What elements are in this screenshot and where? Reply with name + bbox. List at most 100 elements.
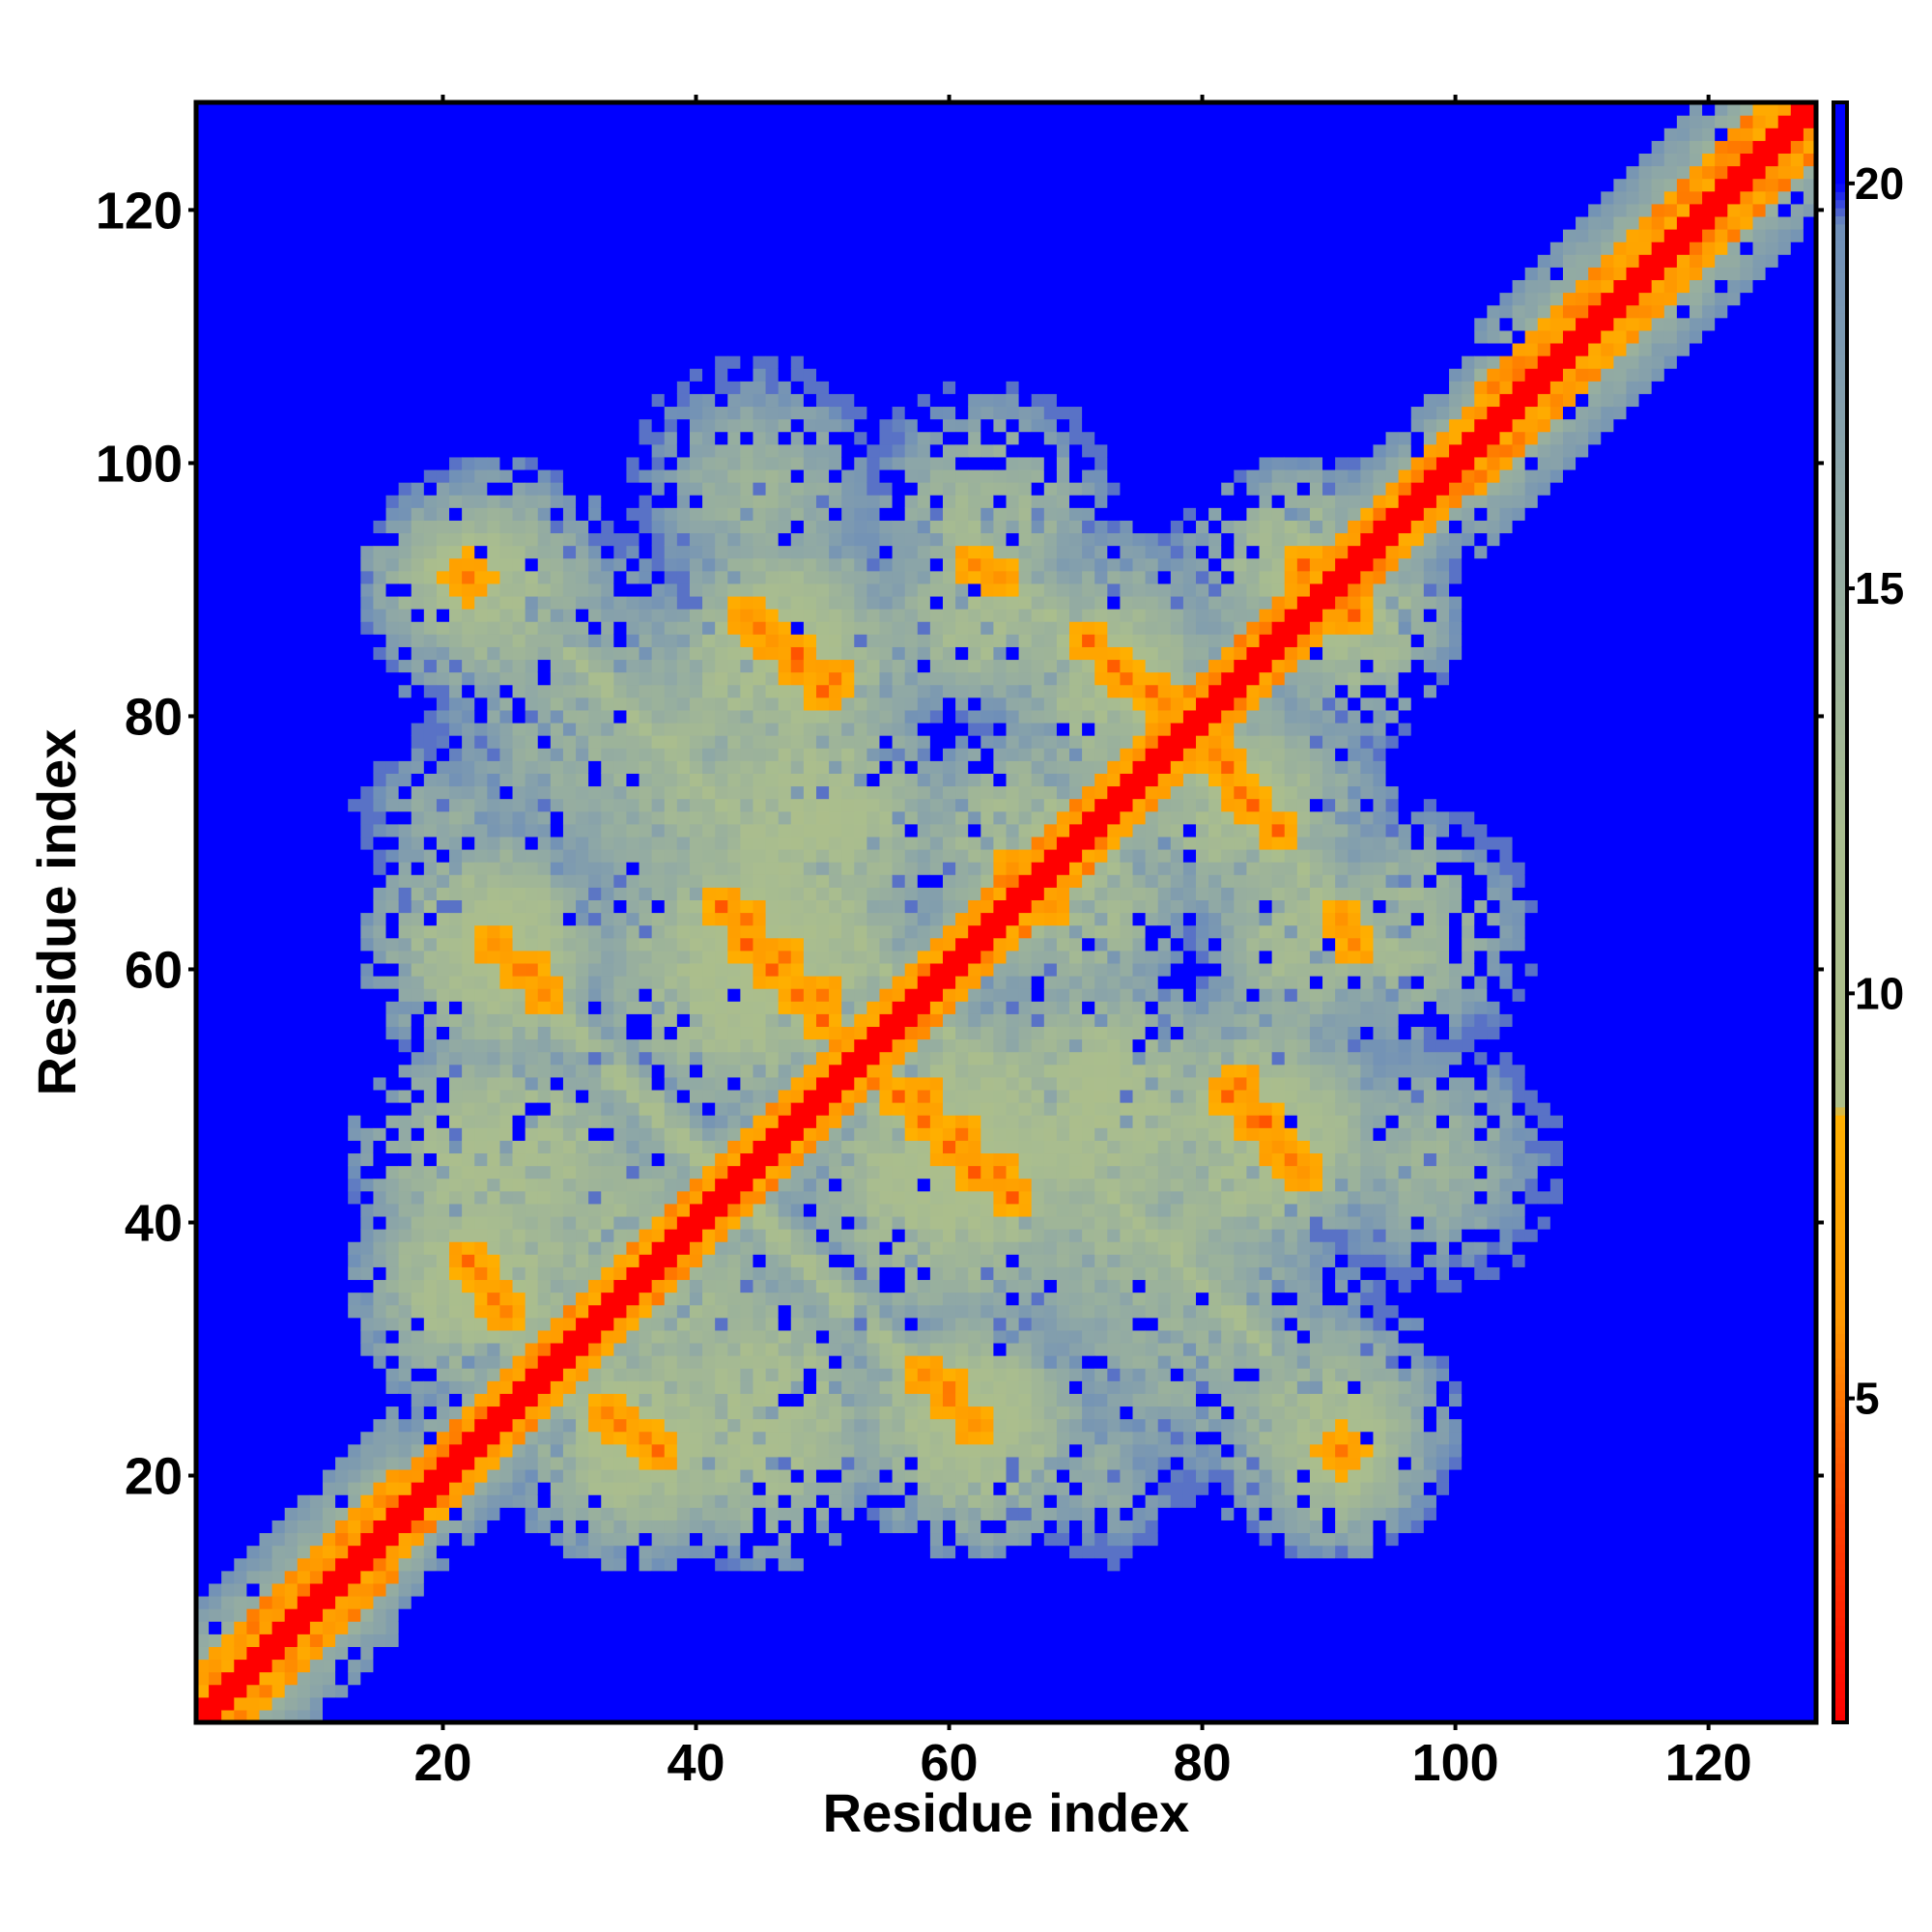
heatmap-cell bbox=[285, 457, 298, 470]
heatmap-cell bbox=[626, 546, 639, 559]
heatmap-cell bbox=[526, 318, 539, 331]
heatmap-cell bbox=[373, 1482, 386, 1495]
heatmap-cell bbox=[563, 520, 577, 533]
heatmap-cell bbox=[272, 1179, 286, 1192]
heatmap-cell bbox=[246, 1179, 260, 1192]
heatmap-cell bbox=[601, 381, 614, 394]
heatmap-cell bbox=[526, 634, 539, 647]
heatmap-cell bbox=[652, 697, 666, 711]
heatmap-cell bbox=[323, 1065, 336, 1078]
heatmap-cell bbox=[272, 381, 286, 394]
heatmap-cell bbox=[348, 520, 361, 533]
heatmap-cell bbox=[652, 1279, 666, 1293]
heatmap-cell bbox=[221, 925, 235, 939]
heatmap-cell bbox=[272, 1685, 286, 1698]
heatmap-cell bbox=[639, 925, 653, 939]
heatmap-cell bbox=[462, 1052, 475, 1065]
heatmap-cell bbox=[386, 1532, 400, 1546]
heatmap-cell bbox=[298, 457, 311, 470]
heatmap-cell bbox=[601, 1406, 614, 1419]
heatmap-cell bbox=[424, 1266, 438, 1280]
heatmap-cell bbox=[310, 773, 324, 786]
heatmap-cell bbox=[613, 1330, 627, 1344]
heatmap-cell bbox=[499, 1546, 513, 1559]
heatmap-cell bbox=[424, 1077, 438, 1091]
heatmap-cell bbox=[209, 1380, 222, 1394]
heatmap-cell bbox=[538, 546, 552, 559]
heatmap-cell bbox=[399, 583, 412, 597]
heatmap-cell bbox=[677, 710, 691, 724]
heatmap-cell bbox=[588, 1355, 602, 1369]
heatmap-cell bbox=[588, 685, 602, 698]
heatmap-cell bbox=[260, 1204, 273, 1217]
heatmap-cell bbox=[551, 1330, 564, 1344]
heatmap-cell bbox=[234, 760, 247, 774]
heatmap-cell bbox=[360, 128, 374, 141]
heatmap-cell bbox=[639, 267, 653, 280]
heatmap-cell bbox=[665, 469, 678, 483]
heatmap-cell bbox=[272, 938, 286, 952]
heatmap-cell bbox=[665, 216, 678, 230]
heatmap-cell bbox=[499, 899, 513, 913]
heatmap-cell bbox=[639, 1697, 653, 1711]
heatmap-cell bbox=[462, 685, 475, 698]
heatmap-cell bbox=[437, 1520, 450, 1533]
heatmap-cell bbox=[272, 874, 286, 888]
heatmap-cell bbox=[576, 293, 589, 306]
heatmap-cell bbox=[487, 685, 500, 698]
heatmap-cell bbox=[462, 457, 475, 470]
heatmap-cell bbox=[538, 1305, 552, 1319]
heatmap-cell bbox=[437, 115, 450, 128]
heatmap-cell bbox=[639, 887, 653, 900]
heatmap-cell bbox=[551, 913, 564, 926]
heatmap-cell bbox=[551, 723, 564, 736]
heatmap-cell bbox=[449, 368, 463, 382]
heatmap-cell bbox=[399, 204, 412, 217]
heatmap-cell bbox=[437, 279, 450, 293]
heatmap-cell bbox=[563, 1697, 577, 1711]
heatmap-cell bbox=[576, 1254, 589, 1267]
heatmap-cell bbox=[246, 355, 260, 369]
heatmap-cell bbox=[310, 938, 324, 952]
heatmap-cell bbox=[551, 432, 564, 445]
heatmap-cell bbox=[551, 1318, 564, 1331]
heatmap-cell bbox=[588, 393, 602, 407]
heatmap-cell bbox=[613, 406, 627, 419]
heatmap-cell bbox=[487, 849, 500, 863]
heatmap-cell bbox=[601, 1672, 614, 1686]
heatmap-cell bbox=[298, 1001, 311, 1014]
heatmap-cell bbox=[462, 672, 475, 686]
heatmap-cell bbox=[613, 267, 627, 280]
heatmap-cell bbox=[487, 393, 500, 407]
heatmap-cell bbox=[260, 1494, 273, 1508]
heatmap-cell bbox=[348, 609, 361, 622]
heatmap-cell bbox=[360, 166, 374, 180]
heatmap-cell bbox=[601, 279, 614, 293]
heatmap-cell bbox=[551, 824, 564, 838]
heatmap-cell bbox=[437, 824, 450, 838]
heatmap-cell bbox=[298, 1127, 311, 1141]
heatmap-cell bbox=[563, 381, 577, 394]
heatmap-cell bbox=[285, 1494, 298, 1508]
heatmap-cell bbox=[399, 1672, 412, 1686]
heatmap-cell bbox=[513, 659, 526, 672]
heatmap-cell bbox=[373, 988, 386, 1002]
heatmap-cell bbox=[234, 646, 247, 660]
heatmap-cell bbox=[285, 634, 298, 647]
heatmap-cell bbox=[360, 938, 374, 952]
heatmap-cell bbox=[412, 697, 425, 711]
heatmap-cell bbox=[639, 824, 653, 838]
heatmap-cell bbox=[601, 546, 614, 559]
heatmap-cell bbox=[665, 1596, 678, 1609]
heatmap-cell bbox=[613, 558, 627, 572]
heatmap-cell bbox=[285, 1608, 298, 1622]
heatmap-cell bbox=[221, 469, 235, 483]
heatmap-cell bbox=[399, 913, 412, 926]
heatmap-cell bbox=[335, 355, 349, 369]
heatmap-cell bbox=[310, 1393, 324, 1406]
heatmap-cell bbox=[499, 1432, 513, 1445]
heatmap-cell bbox=[285, 179, 298, 192]
heatmap-cell bbox=[298, 1293, 311, 1306]
heatmap-cell bbox=[449, 1241, 463, 1255]
heatmap-cell bbox=[399, 279, 412, 293]
